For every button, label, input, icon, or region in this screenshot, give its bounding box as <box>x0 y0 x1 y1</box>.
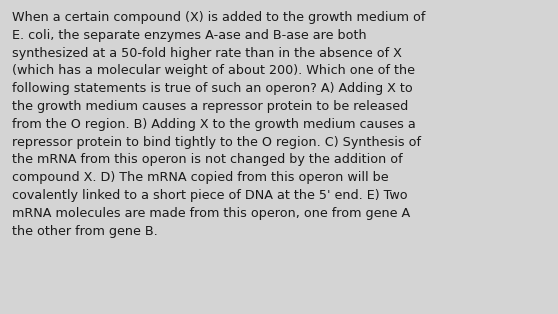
Text: When a certain compound (X) is added to the growth medium of
E. coli, the separa: When a certain compound (X) is added to … <box>12 11 426 238</box>
